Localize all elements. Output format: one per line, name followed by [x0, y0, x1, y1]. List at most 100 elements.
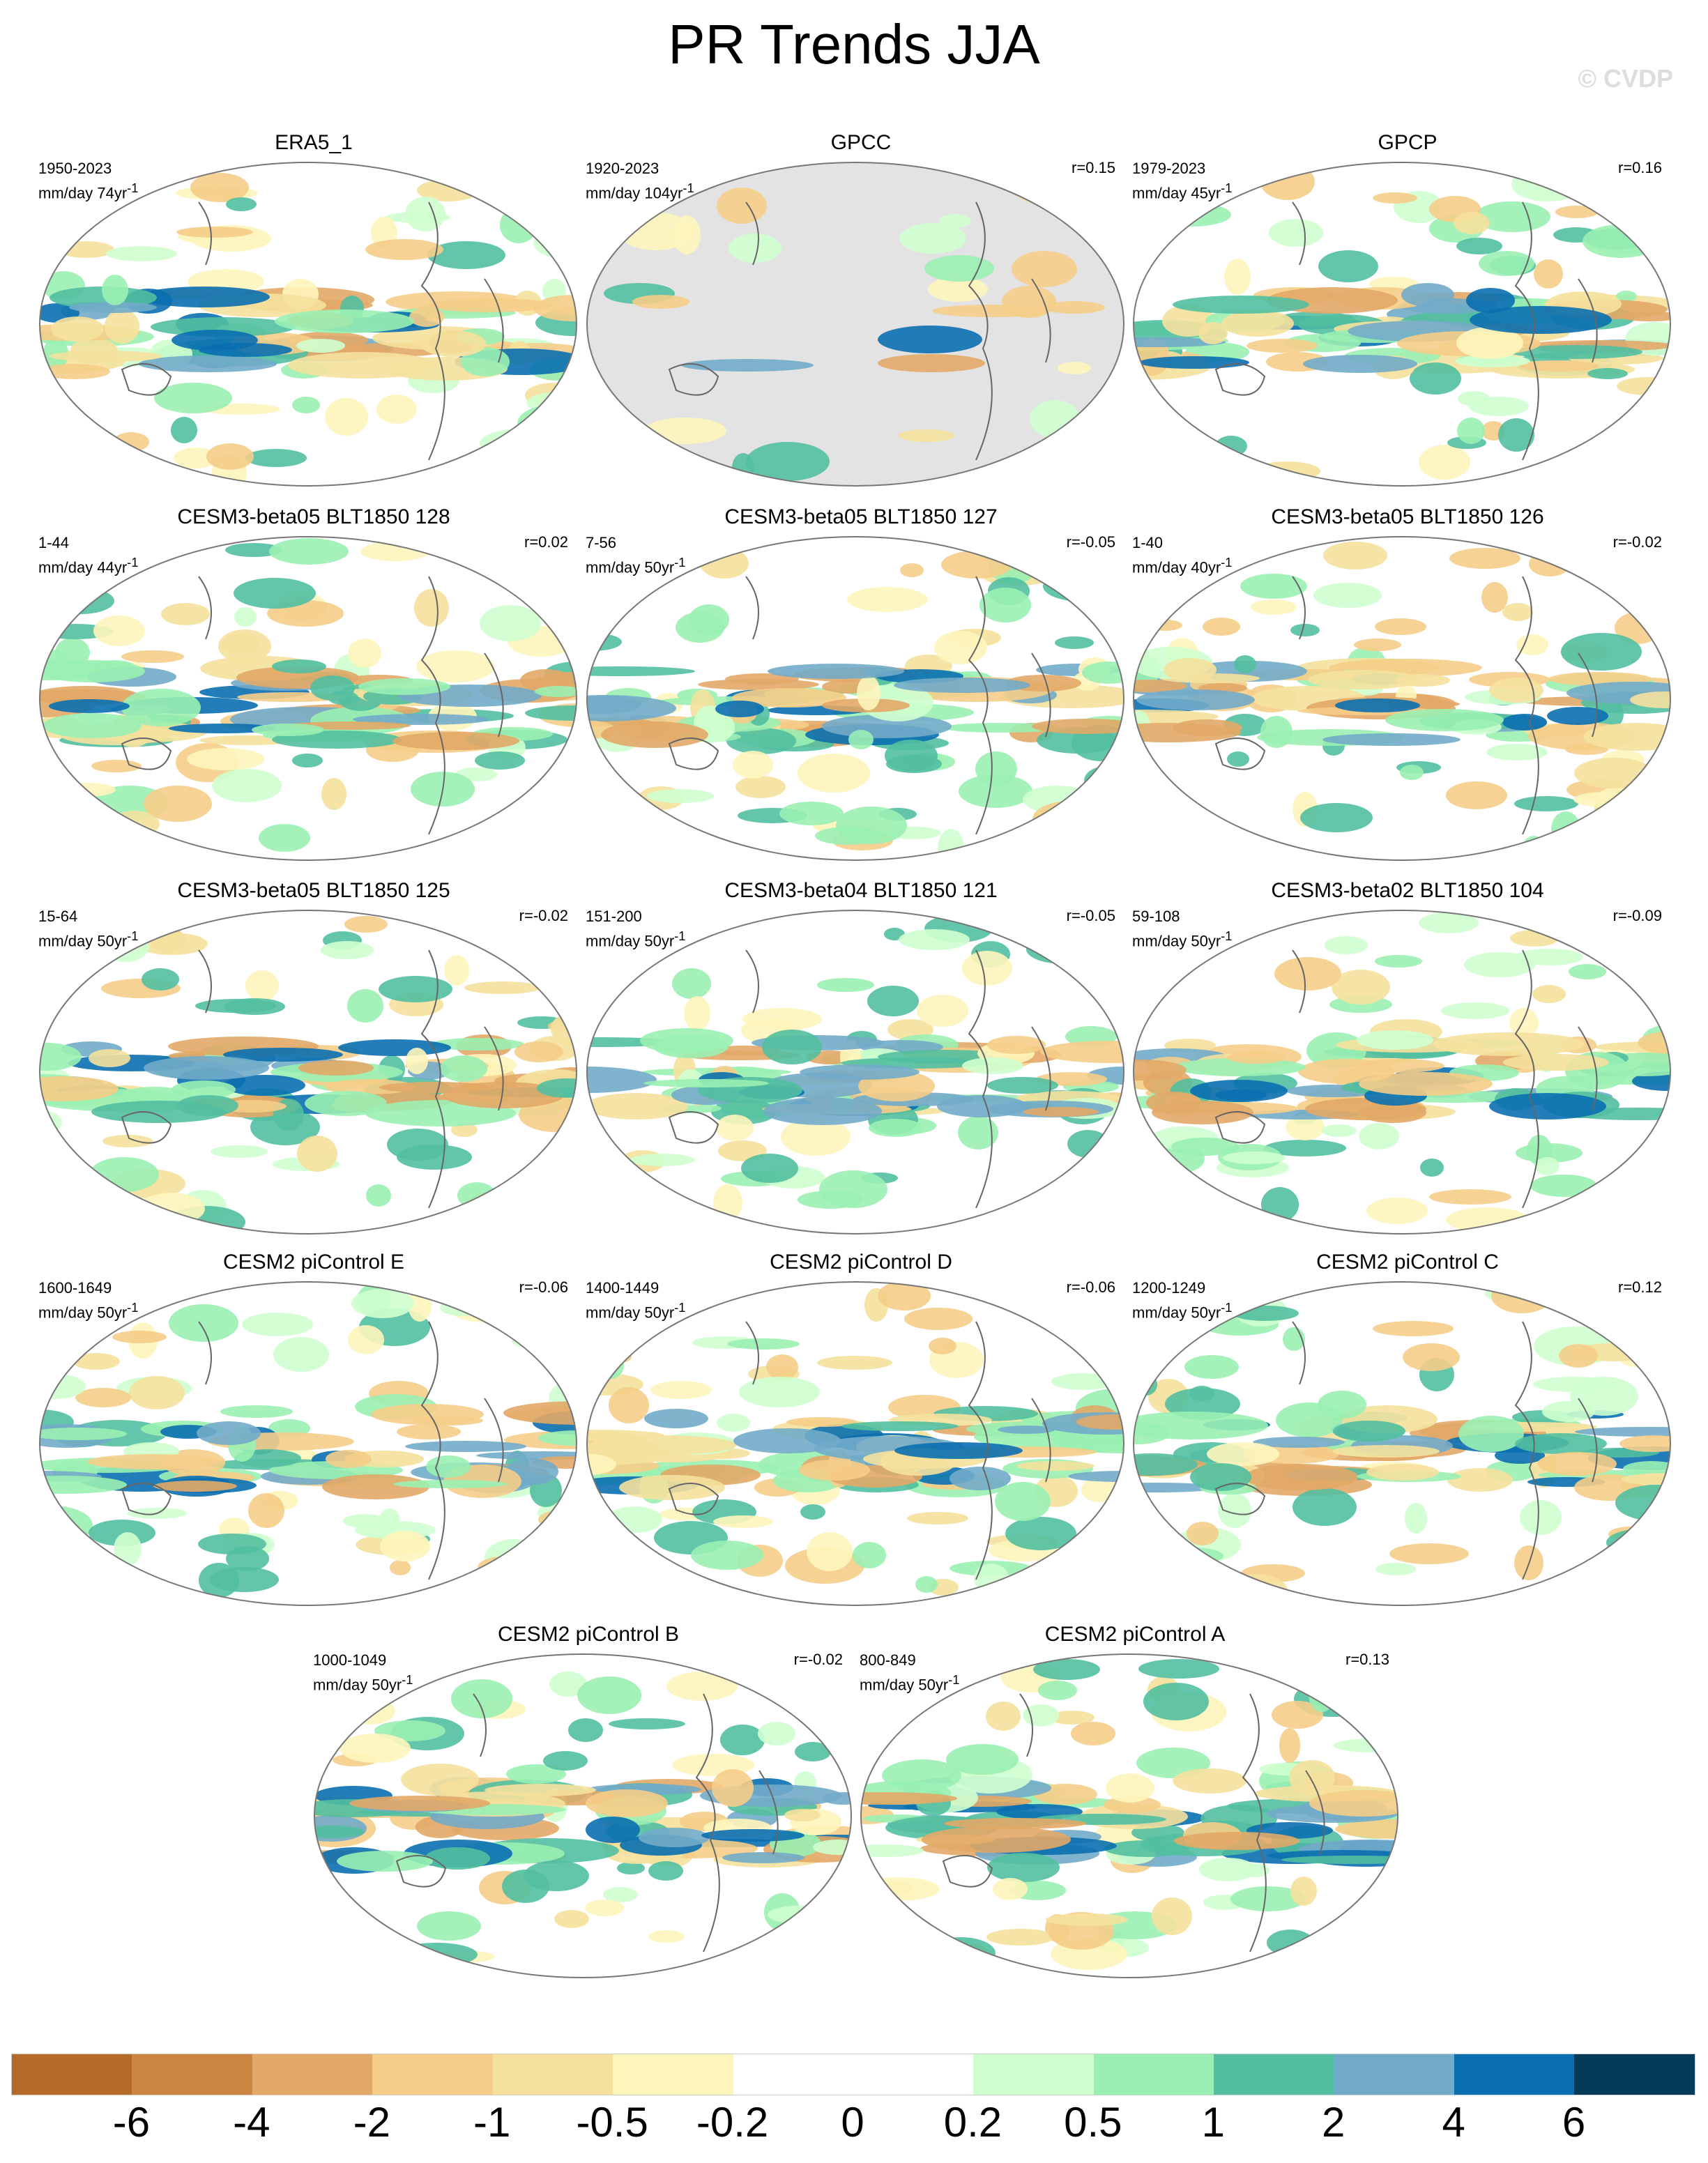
trend-patch	[1012, 251, 1077, 287]
trend-patch	[273, 1337, 329, 1372]
trend-patch	[647, 789, 714, 803]
units: mm/day 50yr-1	[313, 1672, 413, 1694]
trend-patch	[1441, 1002, 1509, 1019]
trend-patch	[1227, 751, 1249, 767]
trend-patch	[899, 429, 954, 442]
trend-patch	[292, 397, 320, 413]
trend-patch	[632, 295, 689, 309]
trend-patch	[451, 1123, 478, 1137]
pattern-correlation: r=0.02	[524, 533, 568, 551]
period: 1920-2023	[586, 160, 659, 177]
trend-patch	[1253, 1437, 1345, 1448]
colorbar-tick-label: 0.5	[1064, 2099, 1122, 2146]
trend-patch	[40, 547, 99, 583]
trend-patch	[480, 429, 563, 458]
trend-patch	[1469, 397, 1529, 416]
trend-patch	[1595, 559, 1663, 588]
trend-patch	[1002, 286, 1056, 318]
trend-patch	[1449, 548, 1520, 569]
panel-meta: 1400-1449 mm/day 50yr-1	[586, 1278, 685, 1322]
trend-patch	[393, 1480, 508, 1488]
trend-patch	[380, 1531, 430, 1561]
trend-patch	[1458, 1416, 1524, 1452]
trend-patch	[340, 1734, 411, 1763]
trend-patch	[49, 699, 130, 713]
trend-patch	[761, 1933, 804, 1946]
pattern-correlation: r=-0.02	[519, 907, 568, 924]
trend-patch	[1489, 678, 1543, 703]
trend-patch	[225, 543, 282, 557]
pattern-correlation: r=0.13	[1345, 1651, 1389, 1668]
trend-patch	[1410, 362, 1461, 395]
trend-patch	[198, 1534, 266, 1554]
trend-patch	[1345, 1669, 1398, 1699]
trend-patch	[962, 1057, 1023, 1074]
trend-patch	[1260, 164, 1315, 200]
trend-patch	[644, 418, 726, 444]
trend-patch	[878, 354, 985, 372]
trend-patch	[1134, 1060, 1187, 1080]
period: 1400-1449	[586, 1279, 659, 1297]
globe-map	[586, 910, 1124, 1235]
trend-patch	[347, 989, 383, 1023]
trend-patch	[1447, 1468, 1513, 1492]
trend-patch	[1559, 1344, 1598, 1368]
trend-patch	[1134, 1422, 1170, 1444]
trend-patch	[40, 660, 145, 682]
trend-patch	[1055, 636, 1094, 649]
trend-patch	[753, 1937, 830, 1969]
trend-patch	[722, 1950, 785, 1978]
pattern-correlation: r=-0.05	[1066, 907, 1115, 924]
trend-patch	[1575, 1427, 1670, 1437]
trend-patch	[795, 1742, 831, 1761]
trend-patch	[798, 754, 870, 793]
trend-patch	[1253, 461, 1320, 481]
pattern-correlation: r=0.12	[1618, 1278, 1662, 1296]
trend-patch	[1016, 179, 1072, 204]
trend-patch	[1616, 291, 1637, 302]
trend-patch	[444, 955, 469, 986]
trend-patch	[169, 724, 276, 733]
trend-patch	[1454, 212, 1490, 234]
trend-patch	[722, 1852, 805, 1863]
trend-patch	[89, 1049, 130, 1067]
trend-patch	[1542, 1401, 1595, 1422]
trend-patch	[1071, 1722, 1115, 1745]
trend-patch	[1246, 339, 1318, 353]
trend-patch	[1221, 310, 1294, 337]
panel-title: CESM3-beta02 BLT1850 104	[1271, 879, 1544, 902]
trend-patch	[587, 1169, 643, 1184]
trend-patch	[1489, 1093, 1606, 1119]
colorbar-tick-label: 1	[1201, 2099, 1225, 2146]
trend-patch	[1076, 1414, 1124, 1430]
trend-patch	[516, 585, 577, 603]
trend-patch	[733, 1428, 841, 1453]
trend-patch	[729, 234, 781, 263]
trend-patch	[1325, 936, 1368, 954]
trend-patch	[40, 1188, 73, 1215]
colorbar-swatch	[132, 2054, 252, 2095]
period: 1-40	[1132, 534, 1164, 551]
trend-patch	[609, 1387, 649, 1423]
trend-patch	[1137, 586, 1169, 609]
main-title: PR Trends JJA	[668, 13, 1040, 75]
trend-patch	[878, 326, 982, 353]
trend-patch	[1366, 1198, 1428, 1224]
trend-patch	[861, 1877, 940, 1901]
trend-patch	[701, 1829, 805, 1842]
trend-patch	[521, 1564, 556, 1587]
map-panel: CESM2 piControl C 1200-1249 mm/day 50yr-1…	[1132, 1251, 1683, 1627]
map-panel: CESM3-beta05 BLT1850 127 7-56 mm/day 50yr…	[586, 505, 1136, 882]
trend-patch	[639, 1828, 710, 1847]
trend-patch	[376, 395, 417, 424]
trend-patch	[1532, 985, 1566, 1003]
trend-patch	[1537, 1452, 1617, 1476]
trend-patch	[47, 588, 114, 614]
trend-patch	[986, 1702, 1021, 1731]
trend-patch	[814, 1702, 843, 1724]
trend-patch	[975, 751, 1017, 786]
trend-patch	[1244, 1464, 1358, 1490]
trend-patch	[1187, 1522, 1219, 1545]
coastline	[668, 201, 1051, 461]
trend-patch	[440, 1299, 485, 1316]
